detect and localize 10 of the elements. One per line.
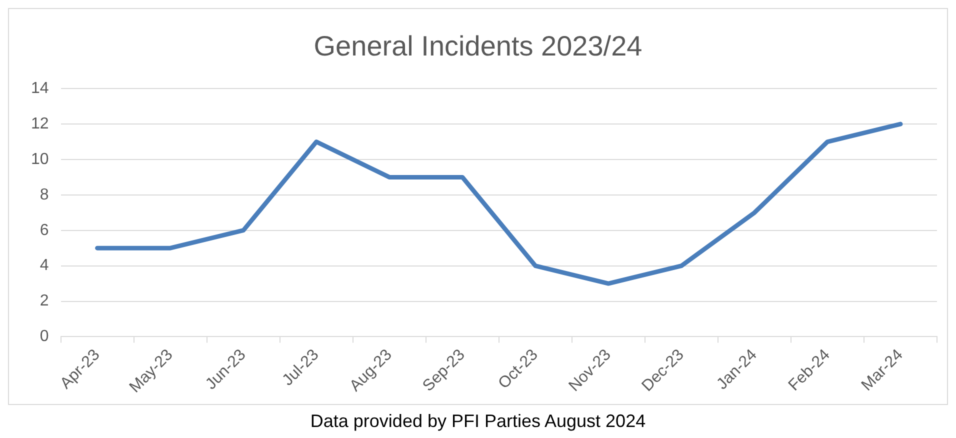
- y-tick-label: 8: [40, 186, 49, 204]
- y-tick-label: 14: [31, 80, 49, 98]
- y-tick-label: 2: [40, 292, 49, 310]
- y-tick-label: 10: [31, 150, 49, 168]
- text: Data provided by PFI Parties August 2024: [309, 411, 647, 432]
- chart-title: General Incidents 2023/24: [314, 30, 642, 62]
- y-tick-label: 0: [40, 328, 49, 346]
- y-tick-label: 4: [40, 257, 49, 274]
- y-tick-label: 6: [40, 222, 49, 239]
- y-tick-label: 12: [31, 115, 49, 132]
